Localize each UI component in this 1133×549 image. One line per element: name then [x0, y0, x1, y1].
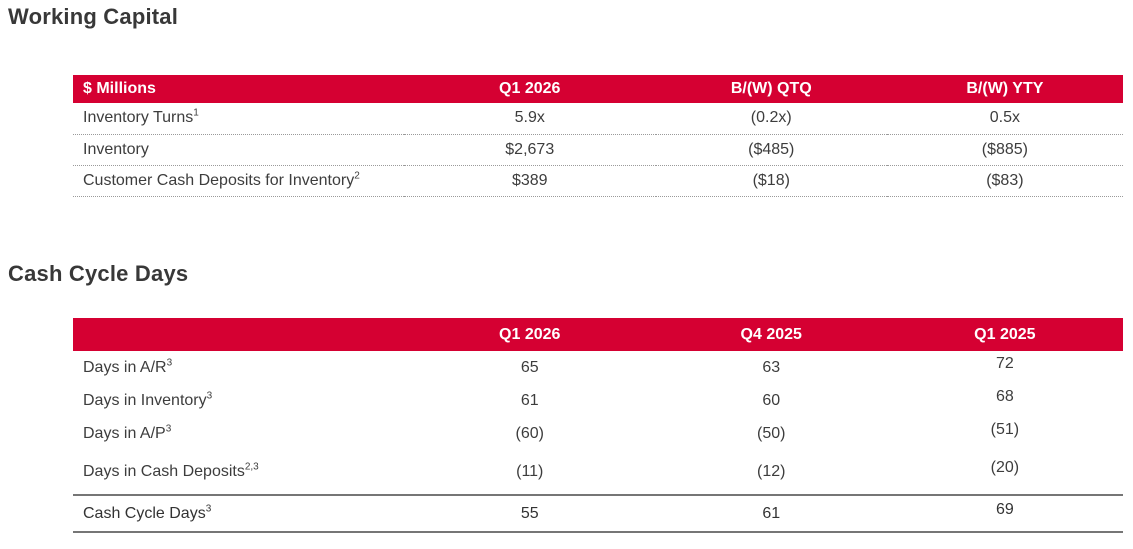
table-row-days-in-inventory: Days in Inventory3 61 60 68	[73, 384, 1123, 417]
cell-q1-2025: 72	[887, 351, 1123, 384]
working-capital-header-row: $ Millions Q1 2026 B/(W) QTQ B/(W) YTY	[73, 75, 1123, 103]
cell-q1-2026: 5.9x	[404, 103, 656, 134]
cell-value: ($83)	[986, 171, 1024, 189]
cell-value: ($18)	[752, 171, 790, 189]
column-header-q1-2025: Q1 2025	[886, 318, 1123, 351]
row-label: Customer Cash Deposits for Inventory	[83, 171, 355, 189]
column-header-q4-2025: Q4 2025	[655, 318, 887, 351]
cell-q4-2025: (12)	[656, 450, 887, 495]
footnote-ref: 3	[205, 503, 212, 515]
row-label-cell: Cash Cycle Days3	[73, 495, 404, 532]
table-row-customer-cash-deposits: Customer Cash Deposits for Inventory2 $3…	[73, 165, 1123, 196]
cell-q1-2026: 55	[404, 495, 656, 532]
row-label: Days in Cash Deposits	[83, 463, 245, 480]
cell-q1-2026: $389	[404, 165, 656, 196]
cell-value: (0.2x)	[750, 109, 792, 127]
cell-value: (51)	[990, 420, 1020, 438]
row-label: Days in Inventory	[83, 391, 207, 409]
column-header-millions: $ Millions	[73, 75, 404, 103]
cell-value: 60	[762, 391, 781, 409]
cash-cycle-header-row: Q1 2026 Q4 2025 Q1 2025	[73, 318, 1123, 351]
row-label-cell: Days in Inventory3	[73, 384, 404, 417]
cell-value: 68	[995, 387, 1014, 405]
cell-value: ($485)	[748, 140, 795, 158]
table-row-days-in-ap: Days in A/P3 (60) (50) (51)	[73, 417, 1123, 450]
cell-q1-2025: (20)	[887, 450, 1123, 495]
cell-value: 65	[520, 358, 539, 376]
cell-value: 61	[762, 504, 781, 522]
column-header-q1-2026: Q1 2026	[403, 75, 656, 103]
cell-value: 0.5x	[989, 109, 1020, 127]
cell-q4-2025: 60	[656, 384, 887, 417]
cell-q4-2025: (50)	[656, 417, 887, 450]
column-header-blank	[73, 318, 404, 351]
working-capital-table: $ Millions Q1 2026 B/(W) QTQ B/(W) YTY I…	[73, 75, 1123, 197]
column-header-bw-yty: B/(W) YTY	[886, 75, 1123, 103]
footnote-ref: 2,3	[244, 461, 259, 473]
cell-value: $389	[511, 171, 548, 189]
row-label: Days in A/R	[83, 358, 167, 376]
row-label-cell: Days in A/P3	[73, 417, 404, 450]
cell-value: 55	[520, 504, 539, 522]
footnote-ref: 1	[193, 107, 199, 119]
footnote-ref: 2	[354, 170, 360, 182]
cell-bw-qtq: ($485)	[656, 134, 887, 165]
cell-value: 61	[520, 391, 539, 409]
cell-value: 5.9x	[514, 109, 545, 127]
table-row-days-in-ar: Days in A/R3 65 63 72	[73, 351, 1123, 384]
cash-cycle-days-table: Q1 2026 Q4 2025 Q1 2025 Days in A/R3 65 …	[73, 318, 1123, 533]
cell-q1-2026: 65	[404, 351, 656, 384]
cell-value: $2,673	[505, 140, 555, 158]
row-label-cell: Customer Cash Deposits for Inventory2	[73, 165, 404, 196]
footnote-ref: 3	[165, 423, 172, 435]
cell-q1-2026: (60)	[404, 417, 656, 450]
row-label: Days in A/P	[83, 424, 166, 442]
cell-bw-yty: ($83)	[887, 165, 1123, 196]
table-row-cash-cycle-days-total: Cash Cycle Days3 55 61 69	[73, 495, 1123, 532]
row-label-cell: Days in A/R3	[73, 351, 404, 384]
row-label: Inventory Turns	[83, 109, 194, 127]
cell-bw-yty: ($885)	[887, 134, 1123, 165]
cell-value: (50)	[757, 424, 786, 442]
cell-value: (11)	[516, 463, 544, 480]
row-label-cell: Days in Cash Deposits2,3	[73, 450, 404, 495]
cell-value: (20)	[990, 459, 1020, 476]
cell-q4-2025: 63	[656, 351, 887, 384]
working-capital-heading: Working Capital	[8, 4, 179, 29]
cell-value: 69	[995, 500, 1014, 518]
footnote-ref: 3	[166, 357, 173, 369]
cell-q1-2025: 69	[887, 495, 1123, 532]
cell-q1-2025: (51)	[887, 417, 1123, 450]
column-header-bw-qtq: B/(W) QTQ	[655, 75, 887, 103]
table-row-days-in-cash-deposits: Days in Cash Deposits2,3 (11) (12) (20)	[73, 450, 1123, 495]
row-label: Inventory	[83, 140, 149, 158]
cell-q1-2026: $2,673	[404, 134, 656, 165]
cell-value: 63	[762, 358, 781, 376]
row-label: Cash Cycle Days	[83, 504, 206, 522]
cell-q1-2026: (11)	[404, 450, 656, 495]
cell-bw-qtq: ($18)	[656, 165, 887, 196]
table-row-inventory-turns: Inventory Turns1 5.9x (0.2x) 0.5x	[73, 103, 1123, 134]
column-header-q1-2026: Q1 2026	[403, 318, 656, 351]
cell-bw-qtq: (0.2x)	[656, 103, 887, 134]
cash-cycle-days-heading: Cash Cycle Days	[8, 261, 189, 286]
cell-bw-yty: 0.5x	[887, 103, 1123, 134]
row-label-cell: Inventory	[73, 134, 404, 165]
cell-value: ($885)	[981, 140, 1028, 158]
cell-q4-2025: 61	[656, 495, 887, 532]
cell-value: (60)	[515, 424, 544, 442]
row-label-cell: Inventory Turns1	[73, 103, 404, 134]
table-row-inventory: Inventory $2,673 ($485) ($885)	[73, 134, 1123, 165]
cell-value: (12)	[757, 463, 786, 480]
cell-value: 72	[995, 354, 1014, 372]
cell-q1-2026: 61	[404, 384, 656, 417]
footnote-ref: 3	[206, 390, 213, 402]
cell-q1-2025: 68	[887, 384, 1123, 417]
